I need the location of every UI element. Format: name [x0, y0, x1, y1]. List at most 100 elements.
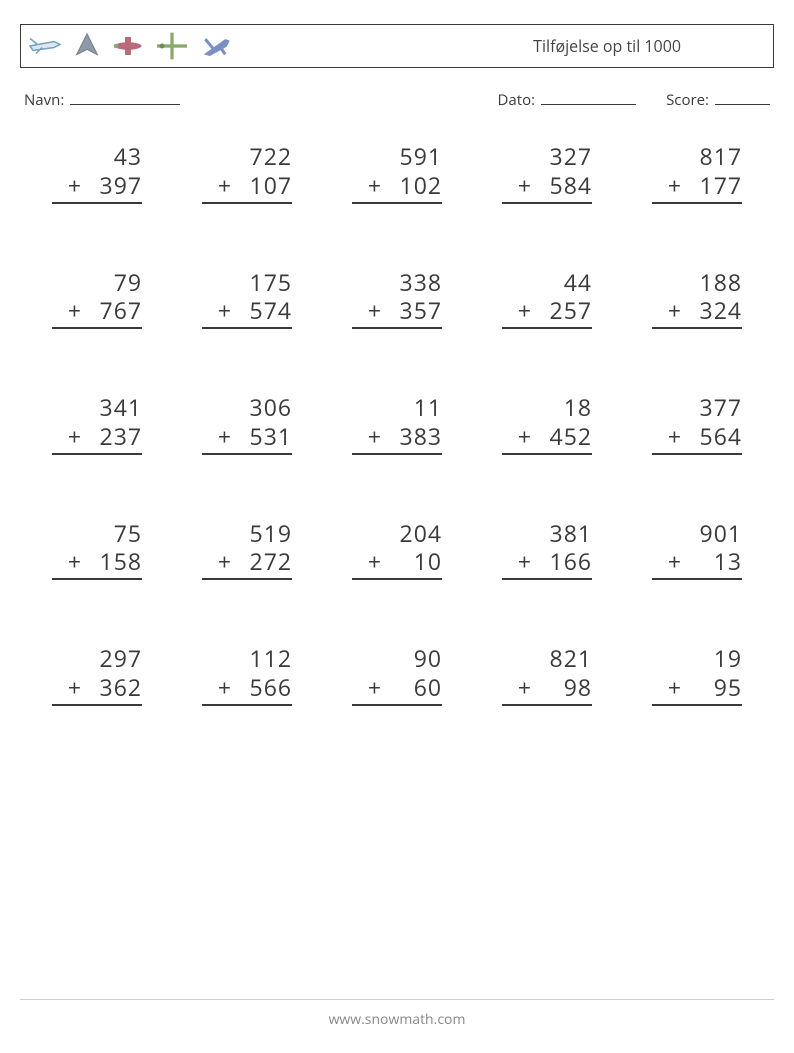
problem: 306+531: [202, 393, 292, 455]
problem-rule: [52, 578, 142, 580]
addend-bottom: +574: [202, 296, 292, 325]
addend-top: 204: [352, 519, 442, 548]
operator: +: [368, 547, 382, 576]
addend-top: 43: [52, 142, 142, 171]
addend-bottom: +158: [52, 547, 142, 576]
problem-rule: [352, 578, 442, 580]
addend-bottom: +324: [652, 296, 742, 325]
addend-top: 112: [202, 644, 292, 673]
addend-top: 338: [352, 268, 442, 297]
addend-top: 297: [52, 644, 142, 673]
addend-bottom: +531: [202, 422, 292, 451]
addend-top: 18: [502, 393, 592, 422]
addend-bottom: +383: [352, 422, 442, 451]
addend-top: 519: [202, 519, 292, 548]
operator: +: [68, 673, 82, 702]
header-icons: [27, 31, 233, 61]
problem-rule: [652, 578, 742, 580]
problem: 338+357: [352, 268, 442, 330]
name-blank: [70, 90, 180, 105]
problem-rule: [352, 704, 442, 706]
operator: +: [368, 296, 382, 325]
score-label: Score:: [666, 90, 709, 110]
problem: 75+158: [52, 519, 142, 581]
problem-rule: [502, 578, 592, 580]
problem: 112+566: [202, 644, 292, 706]
operator: +: [68, 547, 82, 576]
problem: 204+ 10: [352, 519, 442, 581]
problem: 297+362: [52, 644, 142, 706]
addend-top: 44: [502, 268, 592, 297]
operator: +: [518, 171, 532, 200]
problem-rule: [202, 453, 292, 455]
addend-bottom: +767: [52, 296, 142, 325]
operator: +: [218, 296, 232, 325]
meta-row: Navn: Dato: Score:: [20, 90, 774, 110]
addend-top: 188: [652, 268, 742, 297]
problem-rule: [502, 327, 592, 329]
addend-top: 722: [202, 142, 292, 171]
meta-name: Navn:: [24, 90, 180, 110]
addend-bottom: + 95: [652, 673, 742, 702]
problem-rule: [202, 578, 292, 580]
operator: +: [518, 547, 532, 576]
problem: 722+107: [202, 142, 292, 204]
addend-bottom: +564: [652, 422, 742, 451]
problem-rule: [52, 202, 142, 204]
problem-rule: [502, 704, 592, 706]
operator: +: [68, 296, 82, 325]
plane-icon: [27, 34, 63, 58]
header-box: Tilføjelse op til 1000: [20, 24, 774, 68]
footer: www.snowmath.com: [0, 999, 794, 1029]
addend-top: 90: [352, 644, 442, 673]
addend-top: 591: [352, 142, 442, 171]
problem-rule: [202, 202, 292, 204]
addend-top: 381: [502, 519, 592, 548]
problem: 19+ 95: [652, 644, 742, 706]
footer-text: www.snowmath.com: [20, 999, 774, 1029]
plane-icon: [73, 32, 101, 60]
addend-top: 901: [652, 519, 742, 548]
addend-top: 19: [652, 644, 742, 673]
problem: 381+166: [502, 519, 592, 581]
operator: +: [68, 171, 82, 200]
addend-bottom: + 10: [352, 547, 442, 576]
problem: 44+257: [502, 268, 592, 330]
addend-bottom: +566: [202, 673, 292, 702]
problem: 327+584: [502, 142, 592, 204]
problem-rule: [652, 327, 742, 329]
operator: +: [368, 422, 382, 451]
addend-bottom: +107: [202, 171, 292, 200]
problem: 341+237: [52, 393, 142, 455]
operator: +: [668, 547, 682, 576]
problem: 377+564: [652, 393, 742, 455]
problem-rule: [352, 327, 442, 329]
operator: +: [518, 673, 532, 702]
problem-rule: [502, 453, 592, 455]
addend-top: 327: [502, 142, 592, 171]
addend-bottom: +272: [202, 547, 292, 576]
addend-bottom: +237: [52, 422, 142, 451]
addend-bottom: + 60: [352, 673, 442, 702]
score-blank: [715, 90, 770, 105]
addend-top: 817: [652, 142, 742, 171]
problem-rule: [502, 202, 592, 204]
problem: 188+324: [652, 268, 742, 330]
problem-rule: [52, 327, 142, 329]
problem-rule: [652, 453, 742, 455]
addend-bottom: +166: [502, 547, 592, 576]
operator: +: [668, 422, 682, 451]
addend-bottom: + 13: [652, 547, 742, 576]
addend-bottom: +177: [652, 171, 742, 200]
problem: 11+383: [352, 393, 442, 455]
operator: +: [668, 171, 682, 200]
problem: 79+767: [52, 268, 142, 330]
operator: +: [518, 422, 532, 451]
operator: +: [518, 296, 532, 325]
problem: 821+ 98: [502, 644, 592, 706]
problem: 519+272: [202, 519, 292, 581]
meta-right: Dato: Score:: [498, 90, 770, 110]
addend-bottom: + 98: [502, 673, 592, 702]
worksheet-page: Tilføjelse op til 1000 Navn: Dato: Score…: [0, 0, 794, 1053]
addend-bottom: +397: [52, 171, 142, 200]
